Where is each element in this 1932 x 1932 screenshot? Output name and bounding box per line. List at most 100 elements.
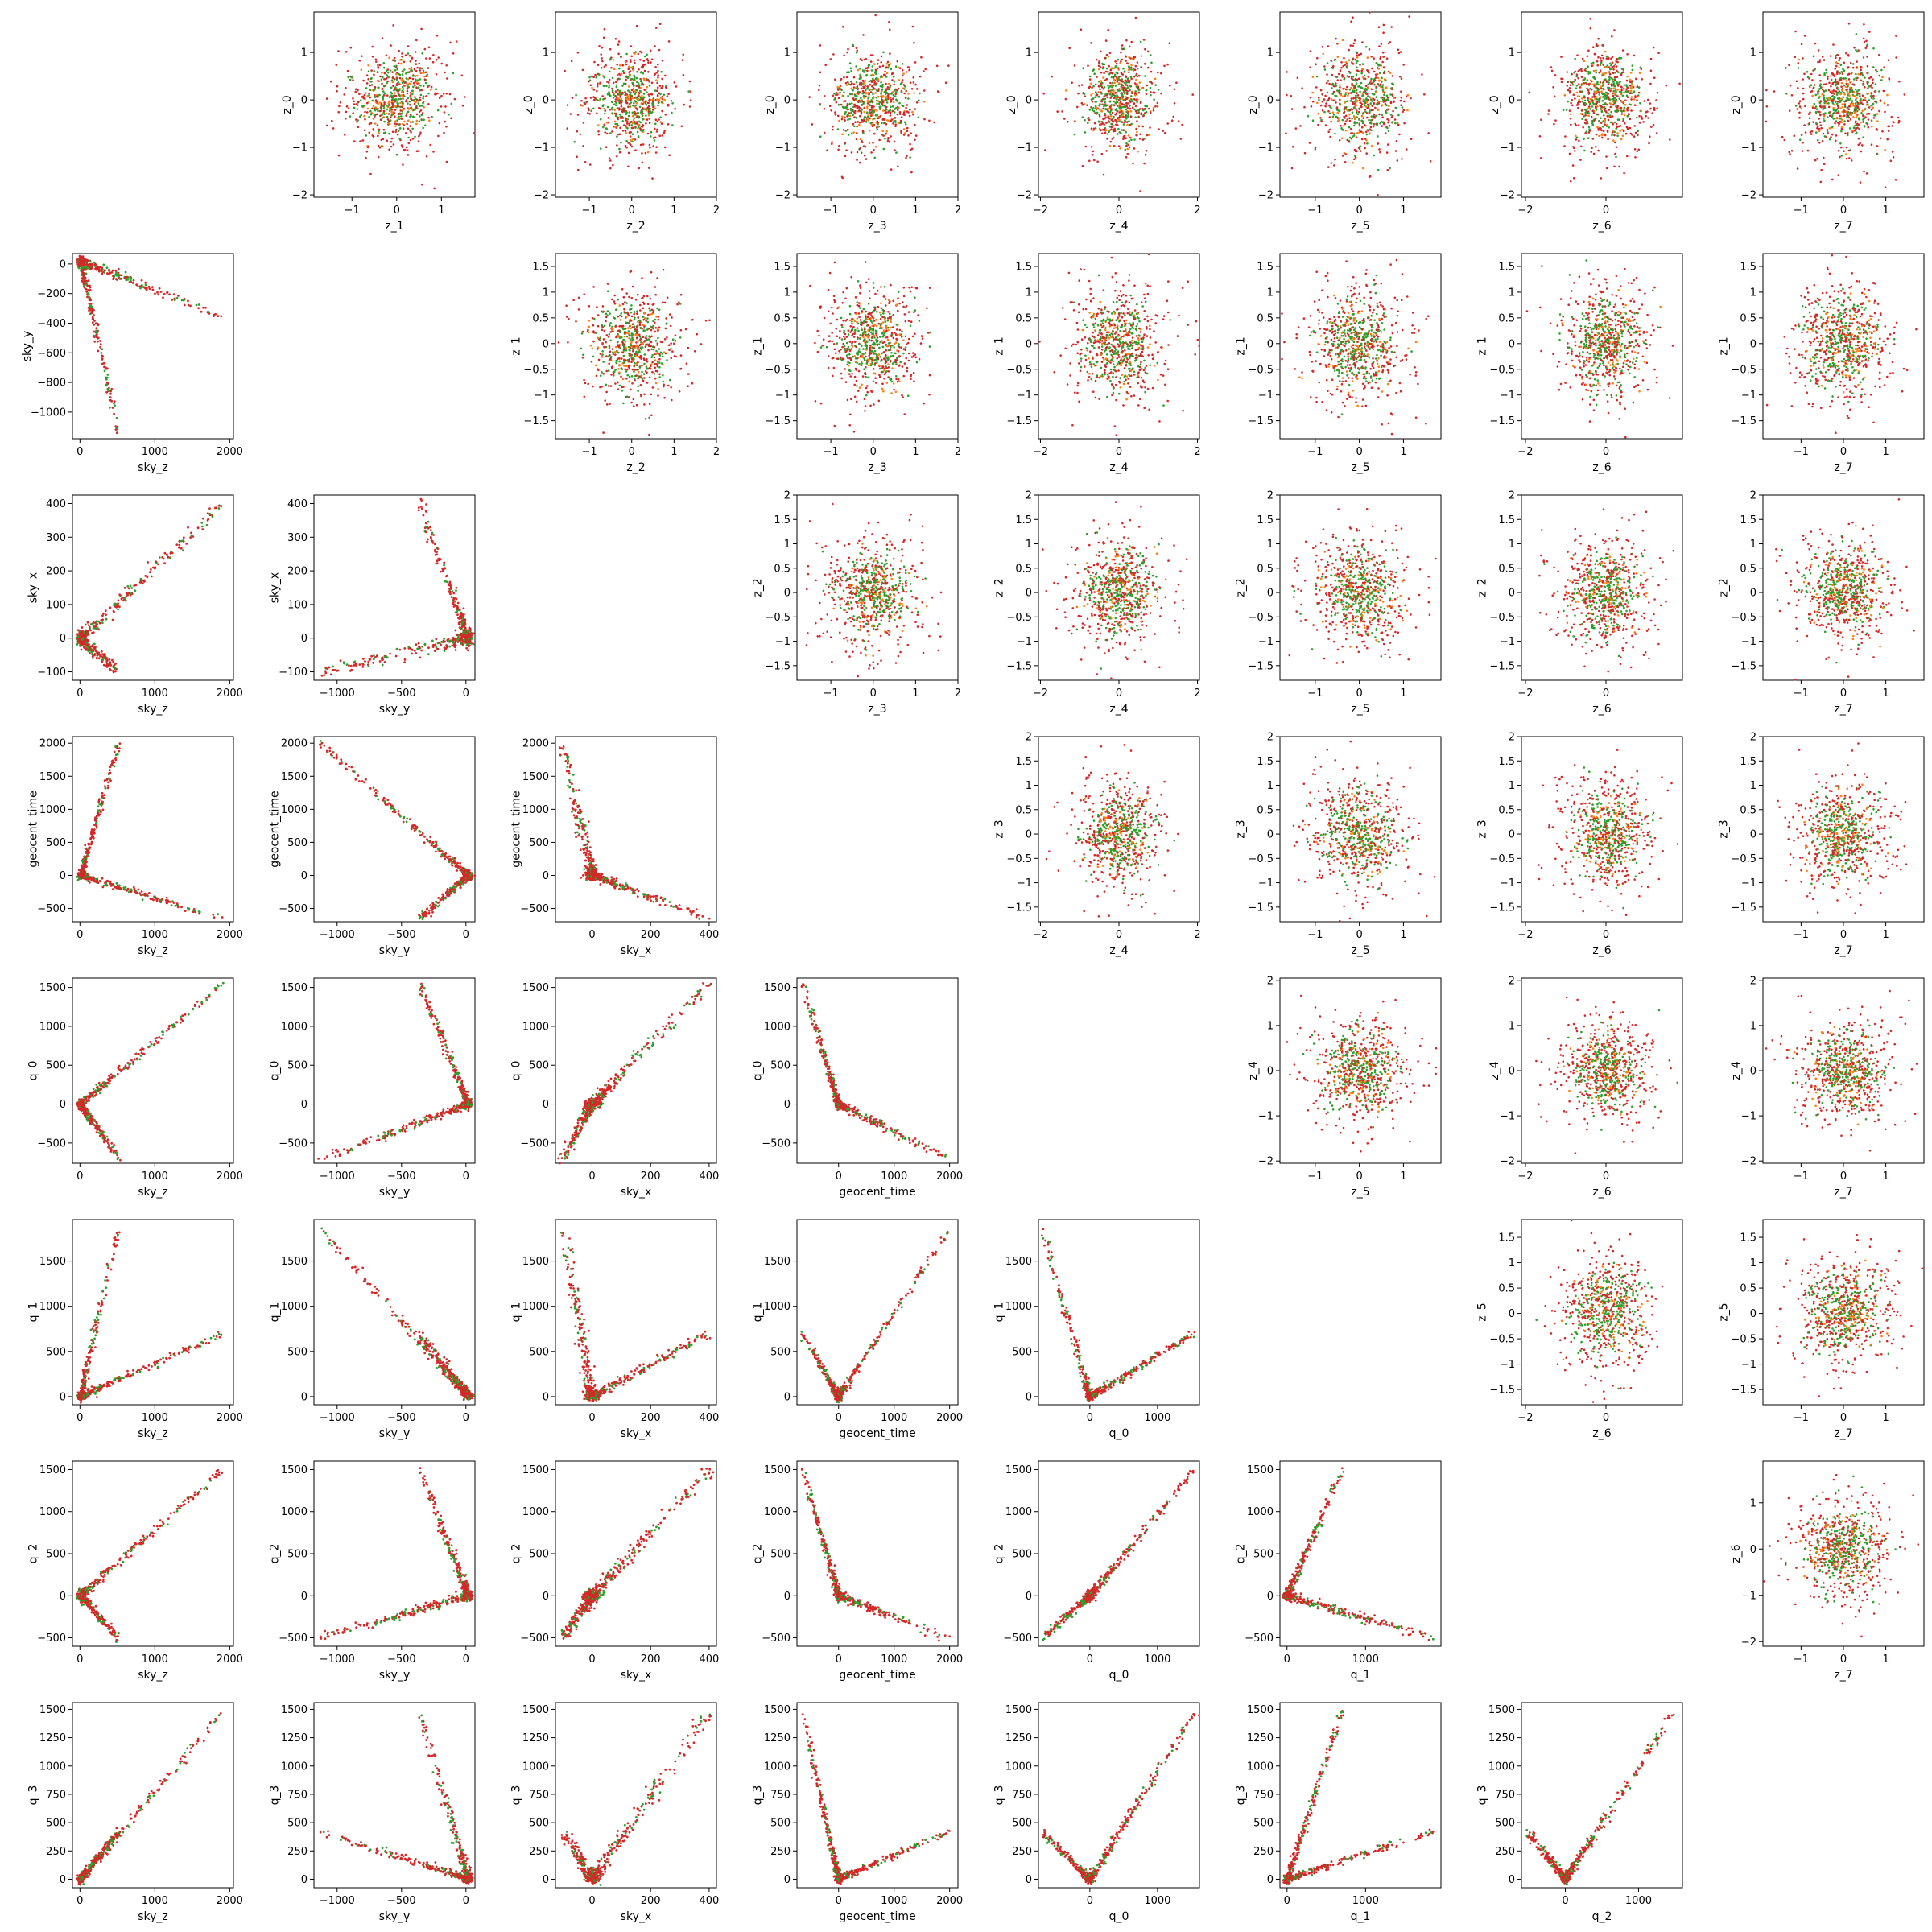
data-point [1367,95,1369,97]
data-point [617,89,619,91]
data-point [1864,76,1866,79]
data-point [596,112,598,115]
data-point [1139,133,1141,136]
data-point [1765,120,1768,123]
data-point [597,64,600,67]
data-point [1352,158,1356,161]
data-point [874,68,877,72]
data-point [894,117,897,119]
data-point [416,99,419,102]
data-point [1765,89,1768,92]
data-point [689,99,692,101]
data-point [419,133,421,136]
data-point [1572,146,1575,148]
data-point [1377,135,1379,138]
data-point [655,89,658,92]
data-point [377,109,379,113]
data-point [401,104,403,106]
data-point [914,108,917,110]
data-point [647,61,650,64]
data-point [420,27,423,31]
data-point [393,98,395,101]
data-point [859,138,862,141]
data-point [858,161,861,164]
data-point [1844,85,1847,89]
data-point [1802,97,1805,101]
data-point [1854,122,1857,124]
data-point [1560,56,1563,58]
data-point [1101,122,1104,125]
data-point [378,101,382,104]
data-point [391,76,394,79]
data-point [1810,72,1813,76]
data-point [1601,85,1604,87]
data-point [1392,109,1394,113]
data-point [880,93,882,95]
data-point [1827,89,1831,92]
data-point [1355,73,1358,76]
data-point [1108,145,1112,147]
data-point [1631,80,1633,82]
data-point [1092,109,1096,113]
data-point [415,122,418,126]
data-point [1600,54,1604,57]
data-point [1596,44,1599,47]
data-point [1095,91,1097,93]
data-point [455,40,458,43]
data-point [1129,66,1131,68]
data-point [1326,62,1329,64]
data-point [1113,104,1116,107]
data-point [838,92,840,94]
data-point [412,115,415,118]
data-point [1811,79,1814,81]
data-point [666,95,669,97]
data-point [337,110,341,114]
panel-z_0-z_5-frame [1279,11,1442,198]
data-point [877,116,880,118]
data-point [1878,54,1880,56]
data-point [1366,142,1368,145]
data-point [1794,105,1798,107]
data-point [885,76,888,78]
data-point [397,130,400,132]
data-point [661,97,664,101]
data-point [841,133,844,135]
data-point [876,67,879,70]
data-point [1348,109,1352,112]
data-point [652,109,654,111]
data-point [377,134,379,137]
data-point [1335,37,1337,40]
data-point [1642,121,1645,123]
data-point [1077,92,1080,95]
data-point [1832,109,1835,112]
data-point [598,73,601,76]
data-point [1153,98,1155,101]
data-point [859,73,861,76]
data-point [863,97,865,99]
data-point [1081,116,1084,118]
data-point [408,67,411,70]
data-point [365,150,369,153]
data-point [1348,89,1352,91]
data-point [1568,87,1571,89]
data-point [395,122,398,126]
data-point [415,106,418,109]
data-point [1872,117,1876,119]
data-point [1358,147,1361,151]
data-point [1385,151,1389,154]
data-point [1307,114,1310,118]
data-point [621,70,625,72]
data-point [852,122,855,126]
data-point [1389,114,1393,116]
data-point [1352,135,1354,138]
data-point [1862,80,1864,83]
data-point [1825,83,1827,85]
data-point [1808,85,1811,88]
data-point [1547,113,1550,115]
data-point [855,65,857,68]
data-point [1097,80,1100,83]
data-point [626,122,629,125]
data-point [1602,126,1604,128]
data-point [1835,54,1837,57]
data-point [1104,101,1106,104]
